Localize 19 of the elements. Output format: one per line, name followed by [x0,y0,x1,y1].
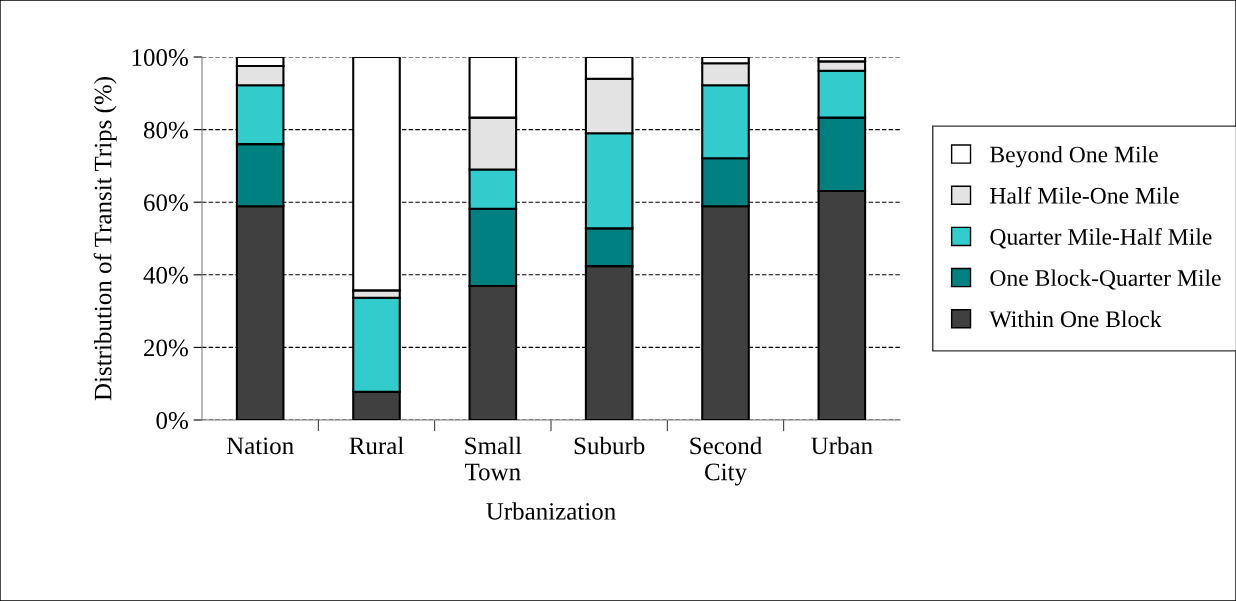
y-tick-label: 40% [143,266,188,284]
x-tick-label: Rural [349,436,404,455]
y-tick-label: 0% [156,412,188,429]
legend-label: Quarter Mile-Half Mile [990,228,1212,249]
y-axis-title: Distribution of Transit Trips (%) [93,77,117,401]
legend-label: Half Mile-One Mile [990,186,1179,204]
y-tick-label: 20% [144,339,188,357]
x-axis-title: Urbanization [486,502,616,520]
legend-label: One Block-Quarter Mile [990,269,1221,290]
y-tick-label: 100% [132,49,188,66]
x-tick-label: Suburb [574,436,645,455]
legend-label: Beyond One Mile [990,145,1158,168]
x-tick-label: Nation [226,437,294,455]
x-tick-label: Urban [811,436,873,455]
y-tick-label: 60% [144,194,188,212]
y-tick-label: 80% [143,121,188,139]
x-tick-label: Small Town [465,436,522,481]
x-tick-label: Second City [690,436,762,486]
legend-label: Within One Block [989,310,1162,328]
